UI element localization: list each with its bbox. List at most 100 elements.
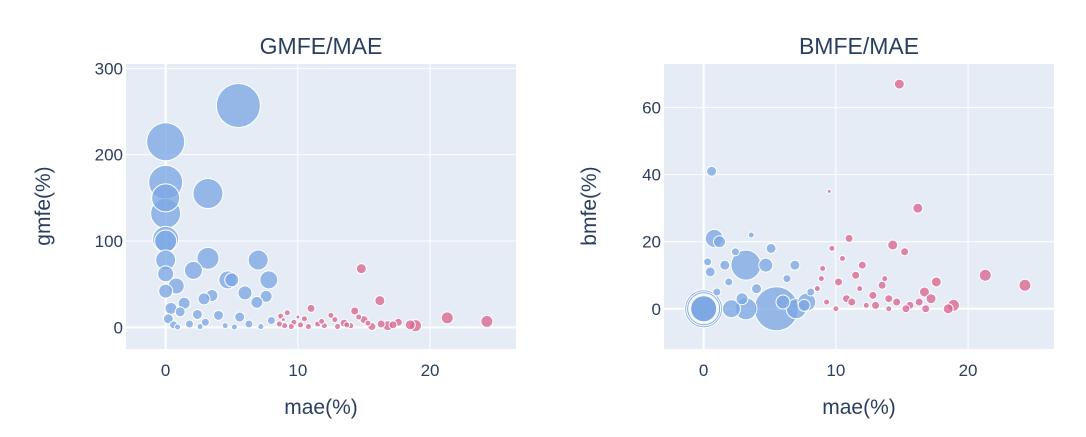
data-point-blue	[751, 283, 763, 295]
data-point-blue	[259, 270, 279, 290]
data-point-blue	[196, 323, 204, 331]
data-point-blue	[192, 178, 224, 210]
data-point-pink	[978, 268, 992, 282]
data-point-pink	[334, 323, 342, 331]
data-point-pink	[295, 314, 301, 320]
data-point-pink	[921, 304, 931, 314]
data-point-blue	[221, 322, 229, 330]
x-axis-title: mae(%)	[284, 396, 358, 419]
data-point-pink	[297, 321, 305, 329]
data-point-pink	[275, 320, 283, 328]
y-axis-title: gmfe(%)	[32, 166, 55, 245]
data-point-pink	[893, 78, 905, 90]
data-point-pink	[819, 265, 827, 273]
data-point-blue	[257, 323, 265, 331]
data-point-pink	[364, 319, 372, 327]
data-point-pink	[350, 306, 360, 316]
data-point-pink	[918, 286, 930, 298]
data-point-pink	[826, 188, 832, 194]
data-point-blue	[215, 82, 261, 128]
data-point-pink	[817, 275, 825, 283]
data-point-blue	[247, 249, 269, 271]
data-point-pink	[343, 321, 351, 329]
y-tick-label: 40	[642, 166, 661, 185]
x-tick-label: 0	[699, 361, 708, 380]
data-point-pink	[304, 323, 312, 331]
x-tick-label: 10	[288, 361, 307, 380]
data-point-pink	[832, 305, 840, 313]
data-point-blue	[730, 247, 740, 257]
data-point-blue	[703, 257, 713, 267]
data-point-blue	[735, 292, 749, 306]
data-point-pink	[388, 320, 398, 330]
tick-labels: 0 10 20 0 20 40 60	[642, 99, 977, 380]
data-point-blue	[713, 235, 727, 249]
data-point-blue	[704, 266, 716, 278]
data-point-pink	[900, 247, 910, 257]
data-point-blue	[765, 242, 777, 254]
data-point-pink	[885, 305, 893, 313]
data-point-pink	[914, 297, 924, 307]
data-point-blue	[724, 277, 734, 287]
data-point-blue	[146, 122, 186, 162]
y-tick-label: 20	[642, 233, 661, 252]
data-point-blue	[154, 229, 178, 253]
data-point-pink	[877, 280, 887, 290]
data-point-pink	[327, 311, 335, 319]
data-point-pink	[287, 323, 295, 331]
data-point-pink	[847, 297, 857, 307]
data-point-blue	[213, 309, 225, 321]
data-point-pink	[828, 244, 836, 252]
data-point-blue	[758, 257, 774, 273]
y-tick-label: 200	[95, 146, 123, 165]
data-point-pink	[856, 285, 864, 293]
data-point-pink	[480, 314, 494, 328]
y-tick-label: 60	[642, 99, 661, 118]
data-point-blue	[162, 313, 174, 325]
data-point-blue	[250, 295, 264, 309]
data-point-blue	[237, 285, 253, 301]
data-point-pink	[355, 263, 367, 275]
data-point-blue	[200, 317, 210, 327]
x-tick-label: 0	[161, 361, 170, 380]
y-tick-label: 100	[95, 232, 123, 251]
data-point-pink	[838, 254, 846, 262]
data-point-pink	[300, 315, 308, 323]
data-point-pink	[823, 298, 831, 306]
data-point-pink	[930, 276, 942, 288]
data-point-blue	[184, 319, 194, 329]
data-point-pink	[857, 260, 867, 270]
plot-area	[126, 64, 516, 349]
data-point-blue	[789, 259, 801, 271]
data-point-blue	[158, 283, 174, 299]
data-point-pink	[862, 301, 870, 309]
data-point-blue	[197, 292, 211, 306]
data-point-blue	[712, 287, 722, 297]
x-axis-title: mae(%)	[822, 396, 896, 419]
data-point-blue	[782, 274, 792, 284]
data-point-blue	[174, 323, 182, 331]
x-tick-label: 10	[826, 361, 845, 380]
x-tick-label: 20	[421, 361, 440, 380]
data-point-pink	[844, 233, 854, 243]
data-point-pink	[925, 293, 937, 305]
data-point-pink	[283, 309, 291, 317]
data-point-blue	[230, 323, 238, 331]
data-point-pink	[871, 300, 881, 310]
data-point-blue	[797, 298, 811, 312]
data-point-blue	[151, 183, 181, 213]
y-tick-label: 0	[652, 300, 661, 319]
data-point-blue	[224, 272, 240, 288]
data-point-blue	[244, 319, 254, 329]
data-point-blue	[721, 299, 741, 319]
panel-bmfe-mae: 0 10 20 0 20 40 60 BMFE/MAE mae(%) bmfe(%)	[578, 33, 1054, 419]
data-point-blue	[234, 311, 246, 323]
data-point-pink	[813, 285, 821, 293]
data-point-blue	[690, 295, 718, 323]
data-point-pink	[912, 202, 924, 214]
data-point-blue	[775, 294, 791, 310]
data-point-blue	[719, 259, 731, 271]
data-point-pink	[376, 319, 386, 329]
data-point-pink	[851, 270, 861, 280]
